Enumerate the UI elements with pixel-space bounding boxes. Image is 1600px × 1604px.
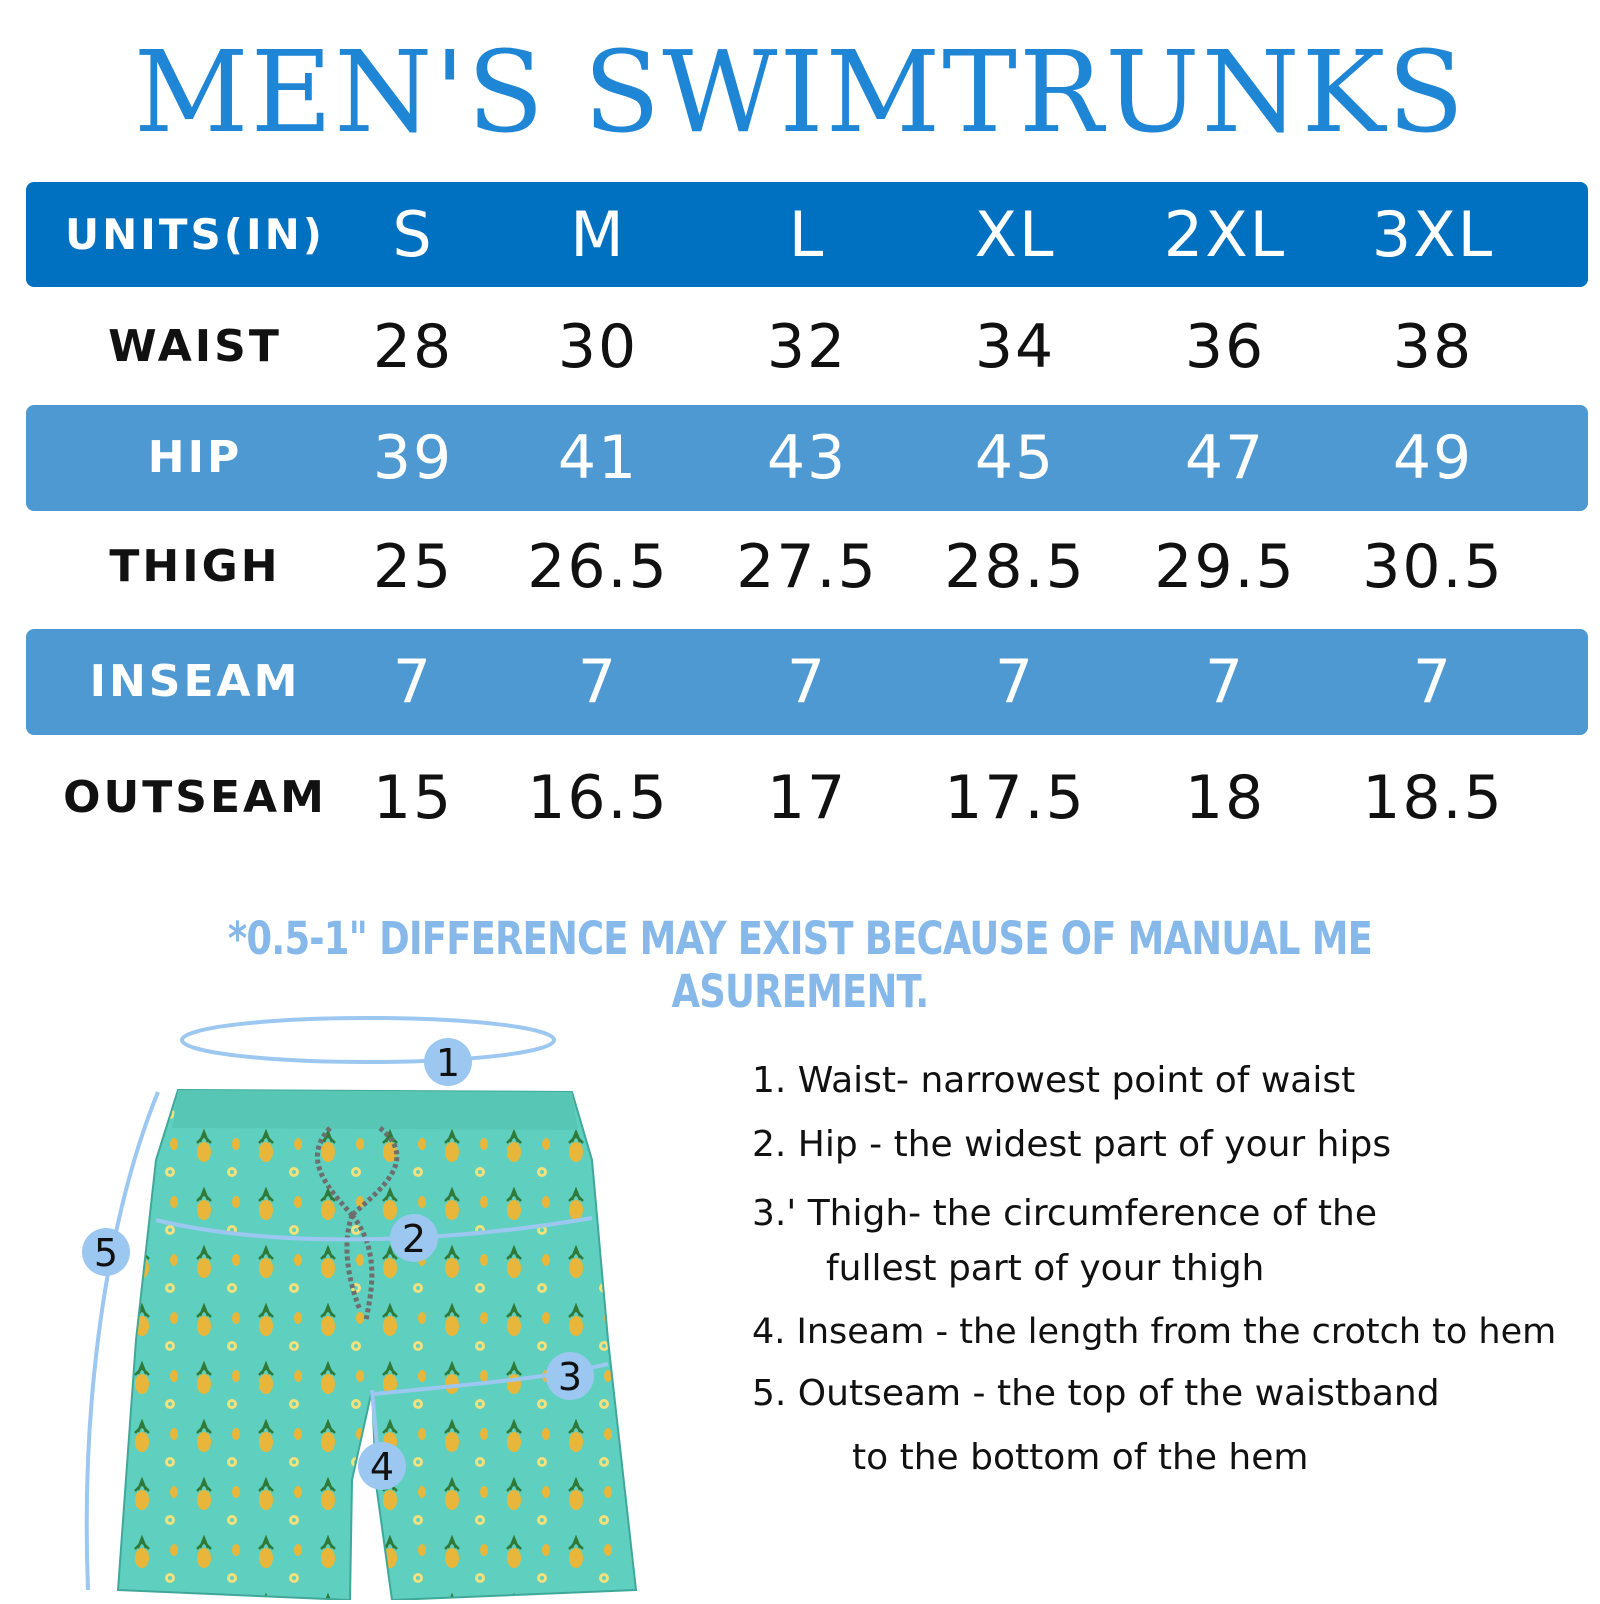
table-row-outseam: OUTSEAM 15 16.5 17 17.5 18 18.5 bbox=[0, 745, 1600, 851]
table-header-band bbox=[26, 182, 1588, 287]
svg-text:2: 2 bbox=[402, 1217, 426, 1261]
table-cell: 29.5 bbox=[1154, 532, 1296, 602]
table-cell: 45 bbox=[974, 423, 1056, 493]
size-header-l: L bbox=[788, 198, 826, 271]
table-cell: 7 bbox=[786, 647, 828, 717]
table-band-inseam bbox=[26, 629, 1588, 735]
svg-text:5: 5 bbox=[94, 1231, 118, 1275]
table-row-hip: HIP 39 41 43 45 47 49 bbox=[0, 405, 1600, 511]
table-cell: 26.5 bbox=[527, 532, 669, 602]
instruction-thigh-cont: fullest part of your thigh bbox=[826, 1248, 1265, 1289]
row-label: WAIST bbox=[108, 321, 282, 372]
table-cell: 7 bbox=[392, 647, 434, 717]
size-header-2xl: 2XL bbox=[1163, 198, 1287, 271]
marker-3: 3 bbox=[546, 1352, 594, 1400]
table-cell: 47 bbox=[1184, 423, 1266, 493]
marker-2: 2 bbox=[390, 1214, 438, 1262]
instruction-outseam: 5. Outseam - the top of the waistband bbox=[752, 1373, 1440, 1414]
table-cell: 28.5 bbox=[944, 532, 1086, 602]
page-title: MEN'S SWIMTRUNKS bbox=[133, 28, 1467, 158]
marker-4: 4 bbox=[358, 1442, 406, 1490]
size-header-xl: XL bbox=[974, 198, 1056, 271]
waist-ellipse bbox=[180, 1016, 556, 1064]
trunks-body bbox=[116, 1088, 638, 1602]
pineapple-trunks-icon: 1 2 3 4 5 bbox=[82, 1016, 638, 1602]
table-cell: 16.5 bbox=[527, 763, 669, 833]
size-header-s: S bbox=[392, 198, 434, 271]
size-header-3xl: 3XL bbox=[1371, 198, 1495, 271]
table-row-thigh: THIGH 25 26.5 27.5 28.5 29.5 30.5 bbox=[0, 514, 1600, 620]
units-label: UNITS(IN) bbox=[65, 210, 325, 259]
table-cell: 15 bbox=[372, 763, 454, 833]
row-label: INSEAM bbox=[89, 656, 301, 707]
instruction-outseam-cont: to the bottom of the hem bbox=[852, 1437, 1309, 1478]
table-cell: 34 bbox=[974, 312, 1056, 382]
drawstring bbox=[314, 1126, 400, 1321]
table-cell: 25 bbox=[372, 532, 454, 602]
row-label: OUTSEAM bbox=[63, 772, 327, 823]
table-cell: 30 bbox=[557, 312, 639, 382]
svg-text:3: 3 bbox=[558, 1355, 582, 1399]
row-label: THIGH bbox=[109, 541, 281, 592]
swim-trunks-diagram: 1 2 3 4 5 bbox=[0, 1010, 700, 1602]
table-cell: 18.5 bbox=[1362, 763, 1504, 833]
table-row-inseam: INSEAM 7 7 7 7 7 7 bbox=[0, 629, 1600, 735]
table-cell: 41 bbox=[557, 423, 639, 493]
table-cell: 18 bbox=[1184, 763, 1266, 833]
table-cell: 28 bbox=[372, 312, 454, 382]
table-cell: 32 bbox=[766, 312, 848, 382]
instruction-inseam: 4. Inseam - the length from the crotch t… bbox=[752, 1312, 1557, 1352]
table-cell: 17.5 bbox=[944, 763, 1086, 833]
table-cell: 36 bbox=[1184, 312, 1266, 382]
table-cell: 39 bbox=[372, 423, 454, 493]
row-label: HIP bbox=[147, 432, 243, 483]
marker-5: 5 bbox=[82, 1228, 130, 1276]
table-cell: 43 bbox=[766, 423, 848, 493]
table-cell: 7 bbox=[1412, 647, 1454, 717]
table-cell: 49 bbox=[1392, 423, 1474, 493]
outseam-line bbox=[84, 1091, 160, 1591]
svg-text:4: 4 bbox=[370, 1445, 394, 1489]
table-cell: 30.5 bbox=[1362, 532, 1504, 602]
table-row-waist: WAIST 28 30 32 34 36 38 bbox=[0, 294, 1600, 400]
size-header-m: M bbox=[570, 198, 626, 271]
measurement-note: *0.5-1" DIFFERENCE MAY EXIST BECAUSE OF … bbox=[227, 912, 1373, 1018]
waistband bbox=[172, 1090, 578, 1130]
table-band-hip bbox=[26, 405, 1588, 511]
table-cell: 27.5 bbox=[736, 532, 878, 602]
hip-line bbox=[155, 1216, 593, 1242]
table-cell: 7 bbox=[994, 647, 1036, 717]
table-header-row: UNITS(IN) S M L XL 2XL 3XL bbox=[0, 182, 1600, 288]
svg-text:1: 1 bbox=[436, 1041, 460, 1085]
table-cell: 7 bbox=[577, 647, 619, 717]
instruction-hip: 2. Hip - the widest part of your hips bbox=[752, 1124, 1392, 1165]
table-cell: 38 bbox=[1392, 312, 1474, 382]
instruction-waist: 1. Waist- narrowest point of waist bbox=[752, 1060, 1356, 1101]
table-cell: 7 bbox=[1204, 647, 1246, 717]
marker-1: 1 bbox=[424, 1038, 472, 1086]
table-cell: 17 bbox=[766, 763, 848, 833]
instruction-thigh: 3.' Thigh- the circumference of the bbox=[752, 1193, 1378, 1234]
